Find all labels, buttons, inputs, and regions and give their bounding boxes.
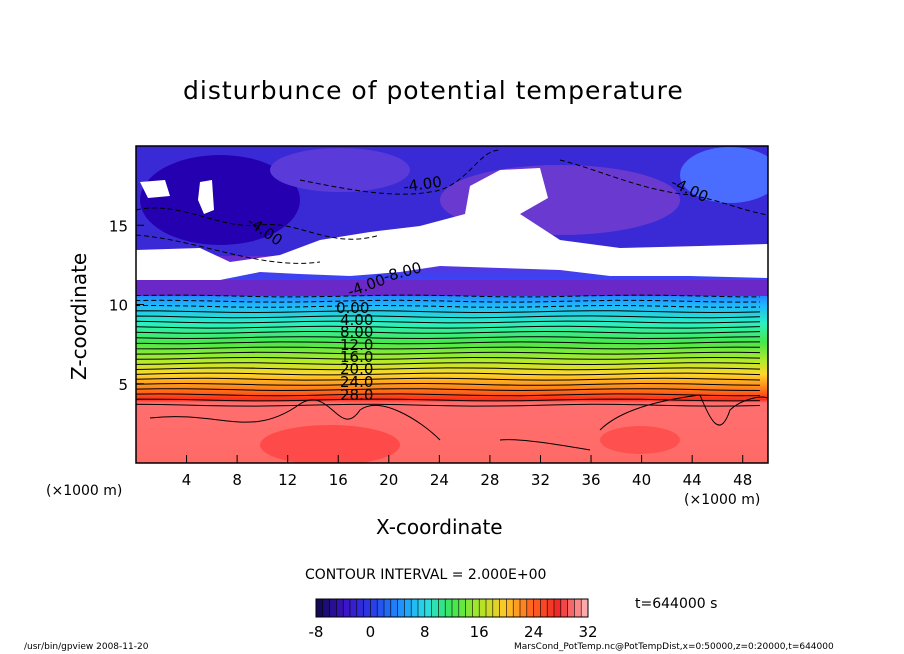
x-unit-label-left: (×1000 m) xyxy=(46,483,123,499)
time-label: t=644000 s xyxy=(635,596,718,612)
footer-left: /usr/bin/gpview 2008-11-20 xyxy=(24,642,149,652)
cold-band xyxy=(136,280,768,296)
x-tick-label: 16 xyxy=(329,471,348,489)
y-tick-label: 15 xyxy=(109,217,128,235)
contour-line xyxy=(136,294,761,298)
contour-line xyxy=(136,356,761,360)
contour-line xyxy=(136,393,761,397)
contour-line xyxy=(136,310,761,314)
contour-line xyxy=(136,382,761,386)
contour-line xyxy=(559,159,768,216)
contour-line xyxy=(136,315,761,319)
contour-label: -4.00 xyxy=(402,173,443,196)
contour-line xyxy=(136,362,761,366)
contour-line xyxy=(136,388,761,392)
contour-line xyxy=(136,330,761,334)
contour-label: 16.0 xyxy=(340,348,373,366)
contour-line xyxy=(136,398,761,402)
contour-line xyxy=(136,377,761,381)
y-tick-label: 5 xyxy=(118,376,128,394)
x-unit-label-right: (×1000 m) xyxy=(684,492,761,508)
contour-label: 20.0 xyxy=(340,360,373,378)
x-tick-label: 32 xyxy=(531,471,550,489)
contour-line xyxy=(599,394,768,431)
chart-title: disturbunce of potential temperature xyxy=(183,76,684,105)
x-tick-label: 40 xyxy=(632,471,651,489)
warm-core xyxy=(600,426,680,454)
undefined-region xyxy=(136,168,768,280)
contour-label: 28.0 xyxy=(340,386,373,404)
contour-line xyxy=(136,346,761,350)
contour-interval-label: CONTOUR INTERVAL = 2.000E+00 xyxy=(305,567,547,583)
undefined-region xyxy=(140,180,170,198)
contour-line xyxy=(136,341,761,345)
contour-line xyxy=(136,351,761,355)
x-tick-label: 12 xyxy=(278,471,297,489)
undefined-region xyxy=(198,180,214,214)
contour-line xyxy=(136,372,761,376)
contour-line xyxy=(136,304,761,308)
x-tick-label: 24 xyxy=(430,471,449,489)
contour-line xyxy=(136,336,761,340)
cold-core xyxy=(140,155,300,245)
contour-line xyxy=(136,325,761,329)
x-tick-label: 4 xyxy=(182,471,192,489)
x-tick-label: 28 xyxy=(480,471,499,489)
contour-label: 0.00 xyxy=(336,299,369,317)
contour-label: 12.0 xyxy=(340,336,373,354)
y-tick-label: 10 xyxy=(109,297,128,315)
contour-label: 8.00 xyxy=(340,323,373,341)
warm-core xyxy=(260,425,400,463)
cold-core xyxy=(680,147,768,203)
contour-line xyxy=(299,149,501,195)
footer-right: MarsCond_PotTemp.nc@PotTempDist,x=0:5000… xyxy=(514,642,834,652)
x-axis-label: X-coordinate xyxy=(376,515,503,539)
cold-core xyxy=(270,148,410,192)
x-tick-label: 48 xyxy=(733,471,752,489)
contour-label: 4.00 xyxy=(340,311,373,329)
contour-line xyxy=(136,299,761,303)
contour-line xyxy=(499,439,591,451)
y-axis-label: Z-coordinate xyxy=(67,252,91,380)
x-tick-label: 8 xyxy=(232,471,242,489)
contour-line xyxy=(149,399,441,441)
x-tick-label: 44 xyxy=(683,471,702,489)
contour-label: 24.0 xyxy=(340,373,373,391)
x-tick-label: 36 xyxy=(581,471,600,489)
contour-line xyxy=(136,367,761,371)
x-tick-label: 20 xyxy=(379,471,398,489)
contour-line xyxy=(136,403,761,407)
contour-line xyxy=(136,320,761,324)
